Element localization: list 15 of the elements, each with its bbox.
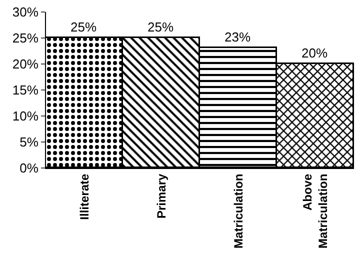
x-tick-label: Matriculation bbox=[231, 174, 246, 248]
data-label: 25% bbox=[148, 19, 174, 34]
y-tick-label: 20% bbox=[12, 56, 39, 72]
data-label: 20% bbox=[302, 45, 328, 60]
y-tick-label: 10% bbox=[12, 108, 39, 124]
y-tick-label: 15% bbox=[12, 82, 39, 98]
y-tick-label: 5% bbox=[20, 134, 39, 150]
y-tick-label: 25% bbox=[12, 30, 39, 46]
data-label: 25% bbox=[70, 19, 97, 34]
data-label: 23% bbox=[224, 29, 251, 44]
y-tick-label: 0% bbox=[20, 160, 39, 176]
y-tick-label: 30% bbox=[12, 4, 39, 20]
x-tick-label: Primary bbox=[154, 173, 168, 219]
x-tick-label: Above Matriculation bbox=[300, 173, 330, 248]
x-tick-label: Illiterate bbox=[77, 173, 92, 220]
